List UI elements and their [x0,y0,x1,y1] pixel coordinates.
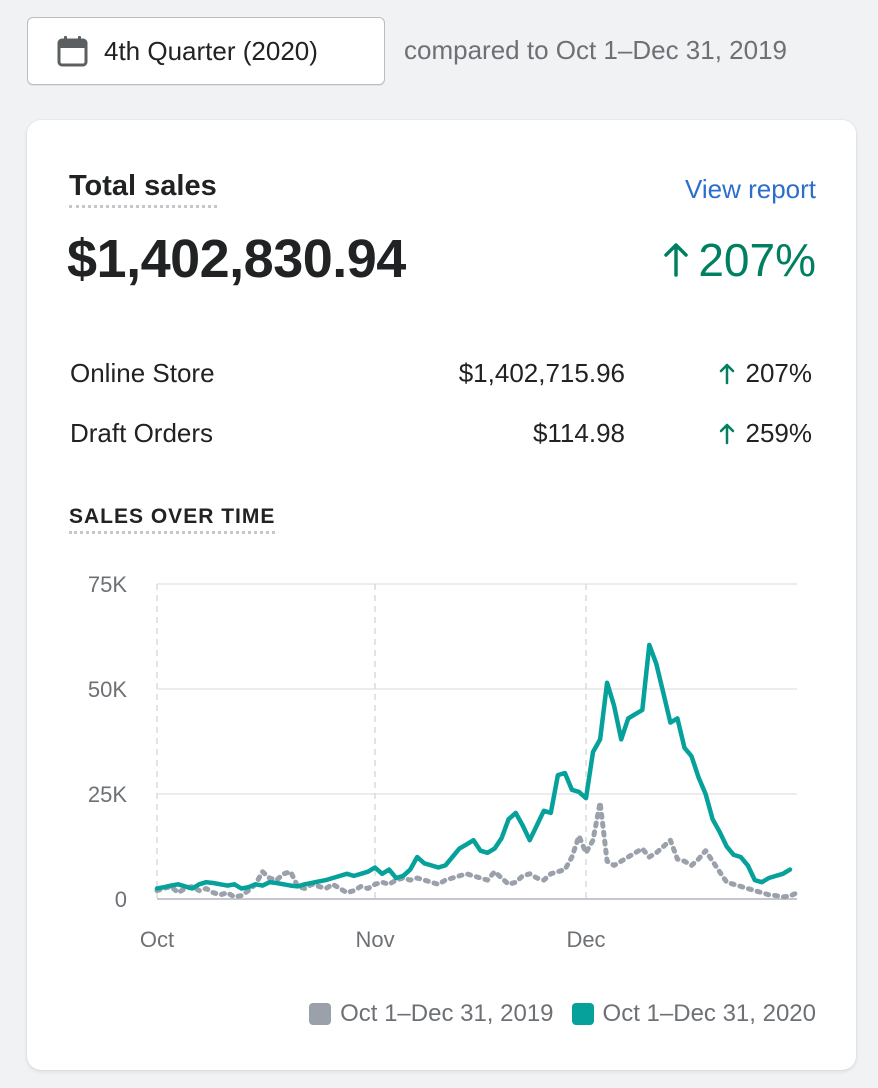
arrow-up-icon [718,422,736,446]
card-title[interactable]: Total sales [69,170,217,208]
x-tick-label: Dec [566,927,605,952]
breakdown-amount: $1,402,715.96 [458,358,625,388]
breakdown-change: 207% [718,358,813,389]
arrow-up-icon [718,362,736,386]
sales-over-time-chart[interactable]: 0 25K 50K 75K Oct Nov Dec [27,120,856,990]
legend-swatch-2020 [571,1003,594,1025]
chart-legend: Oct 1–Dec 31, 2019 Oct 1–Dec 31, 2020 [291,1000,816,1028]
breakdown-change-percent: 259% [745,418,813,448]
total-sales-value: $1,402,830.94 [67,229,406,289]
breakdown-row-online-store: Online Store $1,402,715.96 207% [70,358,812,390]
y-tick-label: 25K [88,782,127,807]
y-tick-label: 50K [88,677,127,702]
legend-item-2020[interactable]: Oct 1–Dec 31, 2020 [571,1000,816,1028]
breakdown-change-percent: 207% [745,358,813,388]
x-tick-label: Oct [140,927,174,952]
series-line-2020 [154,642,793,891]
view-report-link[interactable]: View report [684,174,816,204]
sales-over-time-heading[interactable]: SALES OVER TIME [69,505,276,534]
total-sales-card: Total sales View report $1,402,830.94 20… [27,120,856,1070]
legend-label-2020: Oct 1–Dec 31, 2020 [602,1000,816,1027]
y-tick-label: 0 [115,887,127,912]
legend-item-2019[interactable]: Oct 1–Dec 31, 2019 [309,1000,554,1028]
breakdown-change: 259% [718,418,813,449]
breakdown-row-draft-orders: Draft Orders $114.98 259% [70,418,812,450]
breakdown-amount: $114.98 [532,418,625,448]
date-range-button[interactable]: 4th Quarter (2020) [27,17,385,85]
total-change-indicator: 207% [662,233,816,287]
total-change-percent: 207% [698,234,816,286]
x-tick-label: Nov [355,927,394,952]
breakdown-name: Online Store [70,358,215,388]
legend-label-2019: Oct 1–Dec 31, 2019 [340,1000,554,1027]
y-tick-label: 75K [88,572,127,597]
series-line-2019 [154,799,800,900]
breakdown-name: Draft Orders [70,418,214,448]
calendar-icon [56,35,89,68]
arrow-up-icon [662,241,690,279]
legend-swatch-2019 [309,1003,332,1025]
date-range-label: 4th Quarter (2020) [104,35,318,66]
comparison-period-text: compared to Oct 1–Dec 31, 2019 [404,35,788,65]
